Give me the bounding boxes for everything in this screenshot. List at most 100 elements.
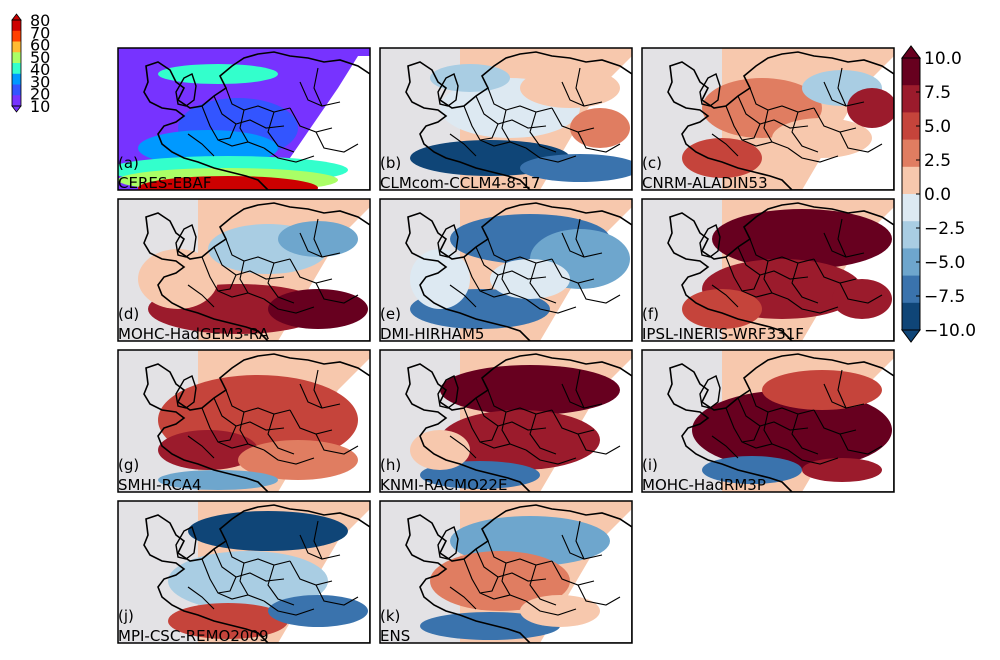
diff-colorbar-segment — [902, 275, 920, 304]
diff-colorbar-segment — [902, 112, 920, 141]
panel-frame — [117, 198, 371, 342]
diff-colorbar-tick-label: 2.5 — [924, 151, 951, 171]
contour-region — [238, 440, 358, 480]
panel-frame — [379, 47, 633, 191]
country-border — [551, 258, 595, 284]
panels-layer: (a) CERES-EBAF (b) CLMcom-CCLM4-8-17 (c) CNRM… — [117, 47, 895, 645]
country-border — [187, 284, 215, 308]
panel-label: (j) — [118, 607, 134, 625]
contour-region — [420, 612, 560, 640]
panel-label: (h) — [380, 456, 401, 474]
coastline-uk — [437, 224, 459, 258]
country-border — [217, 576, 237, 594]
coastline — [405, 504, 632, 643]
panel-model-name: CNRM-ALADIN53 — [642, 174, 768, 192]
contour-region — [430, 551, 570, 611]
coastline-uk — [699, 224, 721, 258]
coastline — [405, 202, 632, 341]
panel-label: (f) — [642, 305, 659, 323]
country-border — [267, 564, 295, 606]
contour-region — [520, 68, 620, 108]
country-border — [263, 298, 315, 314]
country-border — [449, 284, 477, 308]
abs-colorbar-segment — [12, 95, 21, 107]
country-border — [813, 107, 857, 133]
contour-region — [158, 470, 278, 490]
abs-colorbar-tick-label: 30 — [30, 72, 50, 91]
panel-model-name: IPSL-INERIS-WRF331F — [642, 325, 804, 343]
country-border — [561, 81, 603, 107]
panel-j: (j) MPI-CSC-REMO2009 — [117, 500, 371, 645]
diff-colorbar-segment — [902, 221, 920, 249]
country-border — [217, 274, 237, 292]
country-border — [299, 232, 341, 258]
coastline — [143, 353, 370, 492]
country-border — [577, 282, 621, 304]
difference-colorbar: 10.0 7.5 5.0 2.5 0.0 −2.5 −5.0 −7.5 −10.0 — [901, 45, 976, 343]
country-border — [525, 449, 577, 465]
country-border — [561, 232, 603, 258]
country-border — [529, 262, 557, 304]
contour-region — [682, 138, 762, 178]
country-border — [839, 433, 883, 455]
panel-model-name: ENS — [380, 627, 410, 645]
country-border — [479, 576, 499, 594]
panel-frame — [117, 349, 371, 493]
abs-colorbar-extend-max — [11, 13, 22, 21]
coastline — [143, 202, 370, 341]
panel-frame — [379, 198, 633, 342]
country-border — [487, 238, 553, 264]
coastline-uk — [437, 526, 459, 560]
country-border — [725, 105, 789, 149]
country-border — [315, 131, 359, 153]
country-border — [813, 409, 857, 435]
country-border — [787, 449, 839, 465]
abs-colorbar-tick-label: 10 — [30, 97, 50, 116]
country-border — [551, 409, 595, 435]
contour-region — [278, 221, 358, 257]
coastline-uk — [699, 73, 721, 107]
panel-model-name: MPI-CSC-REMO2009 — [118, 627, 269, 645]
panel-frame — [117, 500, 371, 644]
country-border — [313, 218, 323, 258]
country-border — [225, 540, 291, 566]
panel-label: (k) — [380, 607, 400, 625]
country-border — [741, 274, 761, 292]
country-border — [525, 298, 577, 314]
contour-region — [702, 456, 802, 484]
abs-colorbar-segment — [12, 52, 21, 64]
contour-region — [520, 595, 600, 627]
contour-region — [268, 595, 368, 627]
panel-frame — [379, 349, 633, 493]
contour-region — [570, 108, 630, 148]
country-border — [289, 560, 333, 586]
country-border — [225, 238, 291, 264]
country-border — [839, 131, 883, 153]
country-border — [313, 369, 323, 409]
country-border — [487, 540, 553, 566]
abs-colorbar-extend-min — [11, 105, 22, 113]
panel-frame — [117, 47, 371, 191]
country-border — [187, 133, 215, 157]
diff-colorbar-tick-label: −2.5 — [924, 219, 965, 239]
country-border — [823, 81, 865, 107]
contour-region — [440, 365, 620, 415]
diff-colorbar-segment — [902, 85, 920, 113]
country-border — [315, 282, 359, 304]
panel-model-name: MOHC-HadGEM3-RA — [118, 325, 270, 343]
country-border — [225, 87, 291, 113]
panel-g: (g) SMHI-RCA4 — [117, 349, 371, 494]
panel-model-name: DMI-HIRHAM5 — [380, 325, 484, 343]
abs-colorbar-segment — [12, 20, 21, 32]
country-border — [201, 105, 265, 149]
country-border — [711, 435, 739, 459]
country-border — [725, 256, 789, 300]
country-border — [201, 256, 265, 300]
panel-label: (i) — [642, 456, 658, 474]
diff-colorbar-segment — [902, 139, 920, 168]
country-border — [813, 258, 857, 284]
panel-frame — [641, 47, 895, 191]
abs-colorbar-tick-label: 80 — [30, 11, 50, 30]
country-border — [577, 433, 621, 455]
coastline-uk — [175, 375, 197, 409]
